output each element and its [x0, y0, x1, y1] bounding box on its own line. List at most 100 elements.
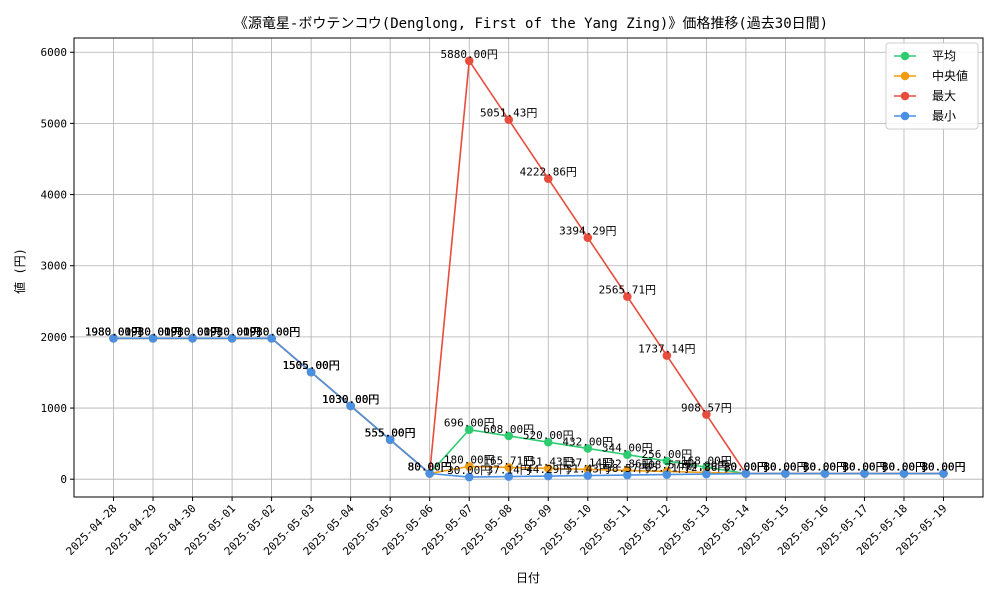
data-label: 5051.43円: [480, 107, 537, 120]
data-label: 80.00円: [724, 461, 768, 474]
plot-frame: [73, 37, 984, 498]
data-label: 1980.00円: [124, 325, 181, 338]
data-labels: 1980.00円1980.00円1980.00円1980.00円1980.00円…: [85, 48, 966, 477]
data-label: 1980.00円: [164, 325, 221, 338]
legend-label: 中央値: [932, 68, 968, 83]
data-point: [702, 410, 711, 419]
data-label: 65.71円: [645, 462, 689, 475]
data-label: 122.86円: [602, 457, 653, 470]
data-label: 5880.00円: [441, 48, 498, 61]
legend-label: 平均: [932, 49, 956, 63]
series-layer: [109, 56, 948, 482]
data-label: 30.00円: [447, 464, 491, 477]
data-point: [504, 472, 514, 481]
data-label: 80.00円: [763, 461, 807, 474]
legend-marker: [900, 71, 910, 81]
data-label: 80.00円: [763, 461, 807, 474]
data-label: 1737.14円: [638, 343, 695, 356]
data-point: [623, 450, 632, 460]
data-point: [425, 469, 434, 478]
data-point: [504, 463, 514, 472]
data-point: [267, 334, 276, 343]
data-point: [346, 401, 355, 411]
data-point: [385, 435, 395, 445]
data-point: [623, 292, 632, 301]
data-label: 1980.00円: [164, 325, 221, 338]
data-point: [583, 233, 593, 242]
data-label: 1980.00円: [124, 325, 181, 338]
data-point: [583, 471, 593, 480]
data-label: 80.00円: [882, 461, 926, 474]
data-label: 80.00円: [408, 461, 452, 474]
data-label: 1505.00円: [282, 359, 339, 372]
data-label: 80.00円: [408, 461, 452, 474]
data-label: 2565.71円: [599, 284, 656, 297]
data-label: 1030.00円: [322, 393, 379, 406]
series-line-4: [113, 337, 944, 478]
data-label: 80.00円: [882, 461, 926, 474]
data-point: [464, 425, 474, 434]
legend-label: 最小: [932, 109, 956, 123]
y-tick-label: 6000: [41, 46, 68, 59]
data-point: [820, 469, 830, 478]
data-label: 1980.00円: [203, 325, 260, 338]
data-label: 80.00円: [842, 461, 886, 474]
y-tick-label: 1000: [41, 402, 68, 415]
y-tick-label: 0: [60, 473, 67, 486]
data-label: 1505.00円: [282, 359, 339, 372]
data-label: 80.00円: [882, 461, 926, 474]
data-label: 1505.00円: [282, 359, 339, 372]
data-label: 1980.00円: [164, 325, 221, 338]
data-label: 80.00円: [803, 461, 847, 474]
data-label: 51.43円: [566, 463, 610, 476]
data-point: [543, 464, 553, 473]
data-label: 555.00円: [365, 427, 416, 440]
data-label: 1980.00円: [243, 325, 300, 338]
data-label: 80.00円: [724, 461, 768, 474]
y-tick-label: 3000: [41, 260, 68, 273]
data-point: [464, 472, 474, 482]
data-label: 37.14円: [487, 464, 531, 477]
data-label: 555.00円: [365, 427, 416, 440]
legend-marker: [900, 111, 910, 121]
data-point: [543, 437, 553, 447]
data-label: 696.00円: [444, 417, 495, 430]
legend-box: [885, 42, 979, 130]
y-axis: 0 1000 2000 3000 4000 5000 6000: [41, 46, 74, 486]
data-label: 1980.00円: [124, 325, 181, 338]
data-label: 1980.00円: [243, 325, 300, 338]
data-point: [662, 351, 672, 360]
data-label: 80.00円: [763, 461, 807, 474]
data-label: 80.00円: [803, 461, 847, 474]
y-tick-label: 5000: [41, 117, 68, 130]
data-label: 1980.00円: [243, 325, 300, 338]
data-point: [939, 469, 948, 478]
data-label: 80.00円: [921, 461, 965, 474]
data-point: [227, 334, 237, 343]
data-label: 44.29円: [526, 463, 570, 476]
data-point: [543, 174, 553, 183]
data-point: [781, 469, 790, 478]
data-label: 137.14円: [562, 456, 613, 469]
data-point: [306, 367, 316, 377]
data-label: 520.00円: [523, 429, 574, 442]
data-label: 1980.00円: [164, 325, 221, 338]
data-label: 80.00円: [882, 461, 926, 474]
y-axis-title: 値 (円): [12, 248, 27, 294]
data-point: [464, 56, 474, 66]
data-point: [623, 470, 632, 480]
data-label: 1505.00円: [282, 359, 339, 372]
data-point: [543, 471, 553, 481]
data-label: 1980.00円: [85, 325, 142, 338]
data-label: 1980.00円: [203, 325, 260, 338]
data-point: [188, 334, 197, 343]
data-label: 80.00円: [803, 461, 847, 474]
legend-label: 最大: [932, 89, 956, 103]
data-label: 80.00円: [842, 461, 886, 474]
data-label: 3394.29円: [559, 225, 616, 238]
data-label: 1030.00円: [322, 393, 379, 406]
data-label: 555.00円: [365, 427, 416, 440]
data-label: 80.00円: [842, 461, 886, 474]
